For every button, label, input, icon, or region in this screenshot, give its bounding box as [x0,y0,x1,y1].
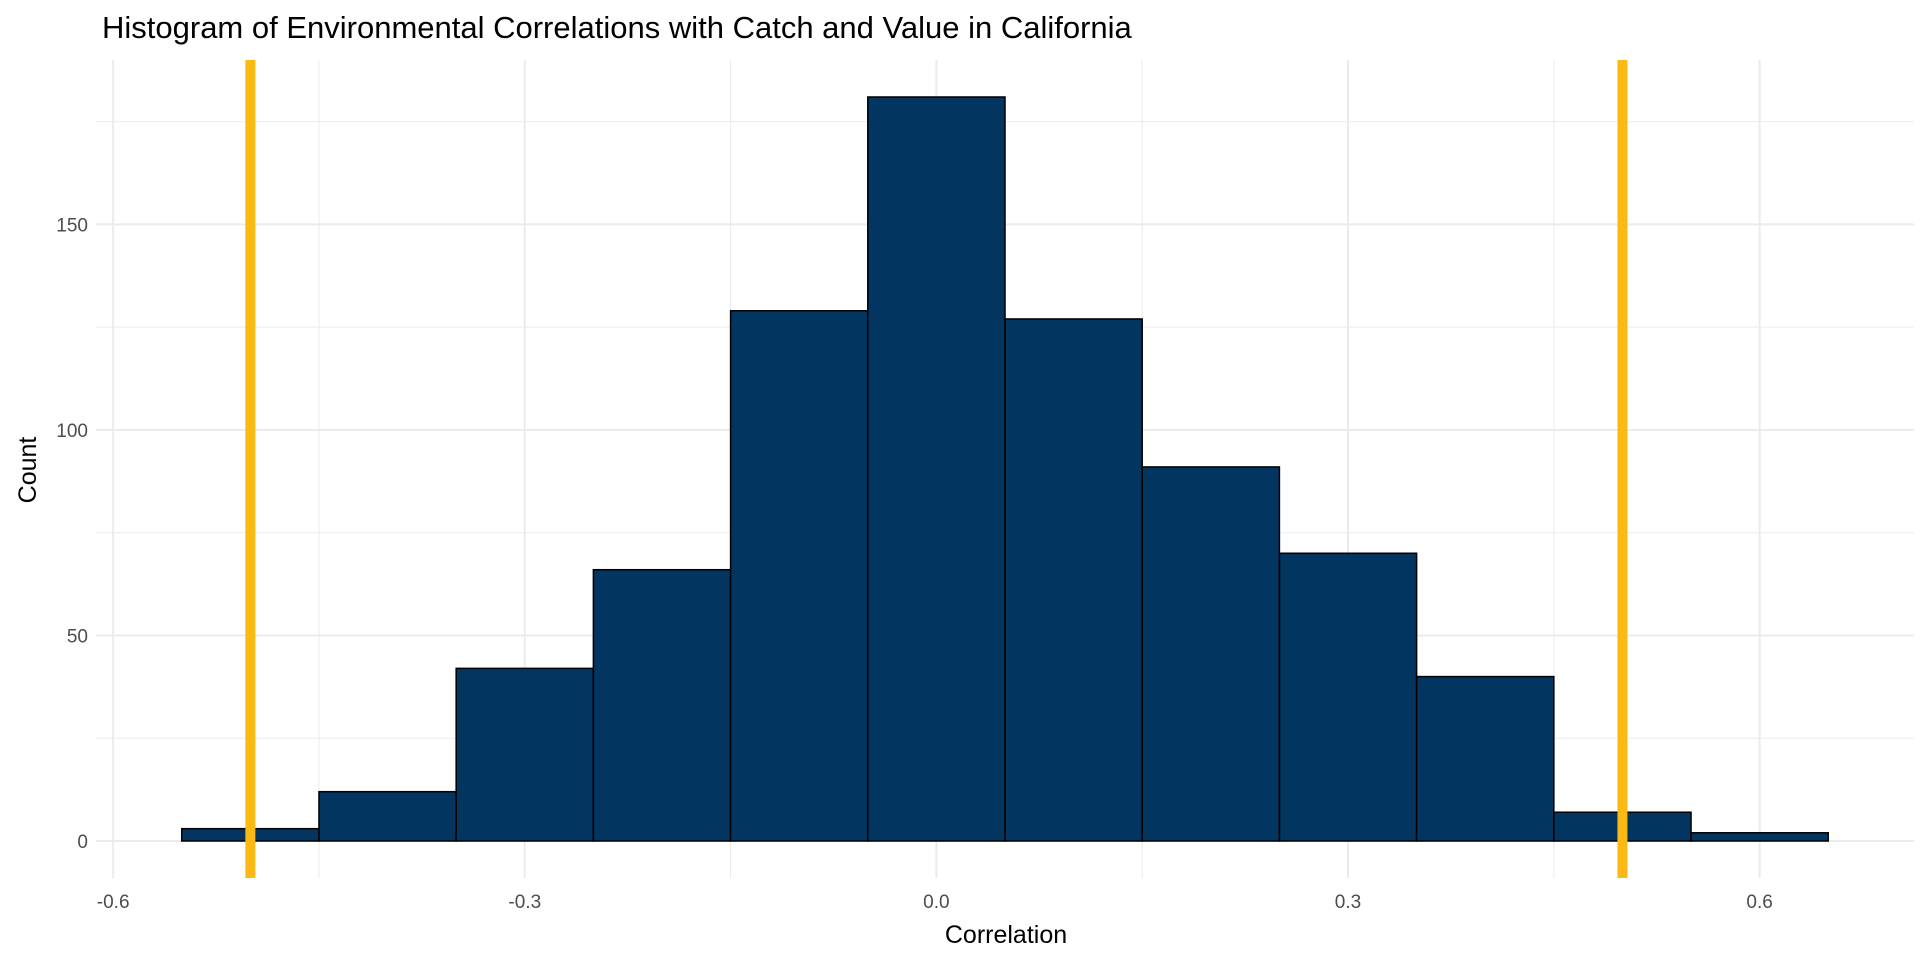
histogram-bar [592,568,732,842]
y-tick-label: 150 [56,215,88,236]
y-tick-label: 50 [67,626,88,647]
y-axis-title: Count [14,437,42,504]
histogram-bar [455,667,595,842]
histogram-bar [1141,466,1281,842]
chart-title: Histogram of Environmental Correlations … [102,10,1132,45]
histogram-bar [1278,552,1418,842]
x-tick-label: -0.6 [97,892,130,913]
histogram-bar [318,790,457,842]
histogram-bar [1690,832,1829,842]
reference-lines [245,60,1628,878]
x-tick-label: 0.3 [1335,892,1361,913]
x-tick-label: 0.6 [1746,892,1772,913]
histogram-bar [867,96,1006,842]
y-axis-ticks: 0 50 100 150 [56,215,88,853]
x-tick-label: 0.0 [923,892,949,913]
y-tick-label: 100 [56,421,88,442]
histogram-bar [1415,675,1555,842]
histogram-bar [729,309,869,842]
y-tick-label: 0 [77,832,88,853]
x-tick-label: -0.3 [508,892,541,913]
x-axis-ticks: -0.6 -0.3 0.0 0.3 0.6 [97,892,1773,913]
histogram-bar [1004,318,1143,842]
x-axis-title: Correlation [945,921,1067,949]
histogram-bars [181,96,1829,842]
